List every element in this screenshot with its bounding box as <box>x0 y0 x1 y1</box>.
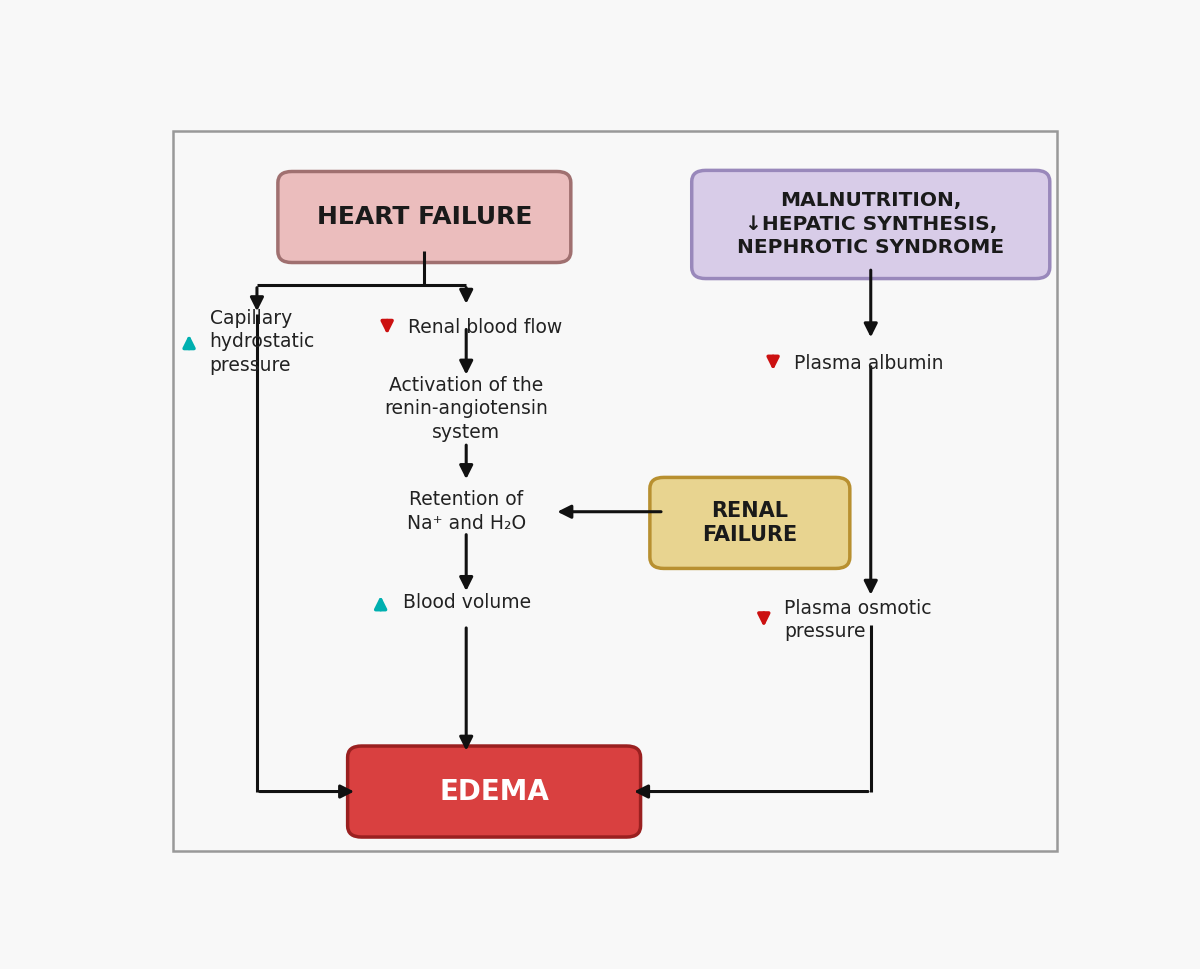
Text: Capillary
hydrostatic
pressure: Capillary hydrostatic pressure <box>210 308 314 375</box>
FancyBboxPatch shape <box>173 131 1057 851</box>
FancyBboxPatch shape <box>278 172 571 263</box>
FancyBboxPatch shape <box>650 478 850 569</box>
Text: Retention of
Na⁺ and H₂O: Retention of Na⁺ and H₂O <box>407 490 526 533</box>
Text: MALNUTRITION,
↓HEPATIC SYNTHESIS,
NEPHROTIC SYNDROME: MALNUTRITION, ↓HEPATIC SYNTHESIS, NEPHRO… <box>737 192 1004 258</box>
Text: Blood volume: Blood volume <box>403 593 532 612</box>
Text: RENAL
FAILURE: RENAL FAILURE <box>702 501 798 546</box>
Text: EDEMA: EDEMA <box>439 777 550 805</box>
Text: Activation of the
renin-angiotensin
system: Activation of the renin-angiotensin syst… <box>384 376 548 442</box>
Text: Plasma albumin: Plasma albumin <box>793 354 943 373</box>
FancyBboxPatch shape <box>348 746 641 837</box>
Text: Plasma osmotic
pressure: Plasma osmotic pressure <box>785 599 931 641</box>
Text: Renal blood flow: Renal blood flow <box>408 318 562 337</box>
FancyBboxPatch shape <box>691 171 1050 278</box>
Text: HEART FAILURE: HEART FAILURE <box>317 205 532 229</box>
